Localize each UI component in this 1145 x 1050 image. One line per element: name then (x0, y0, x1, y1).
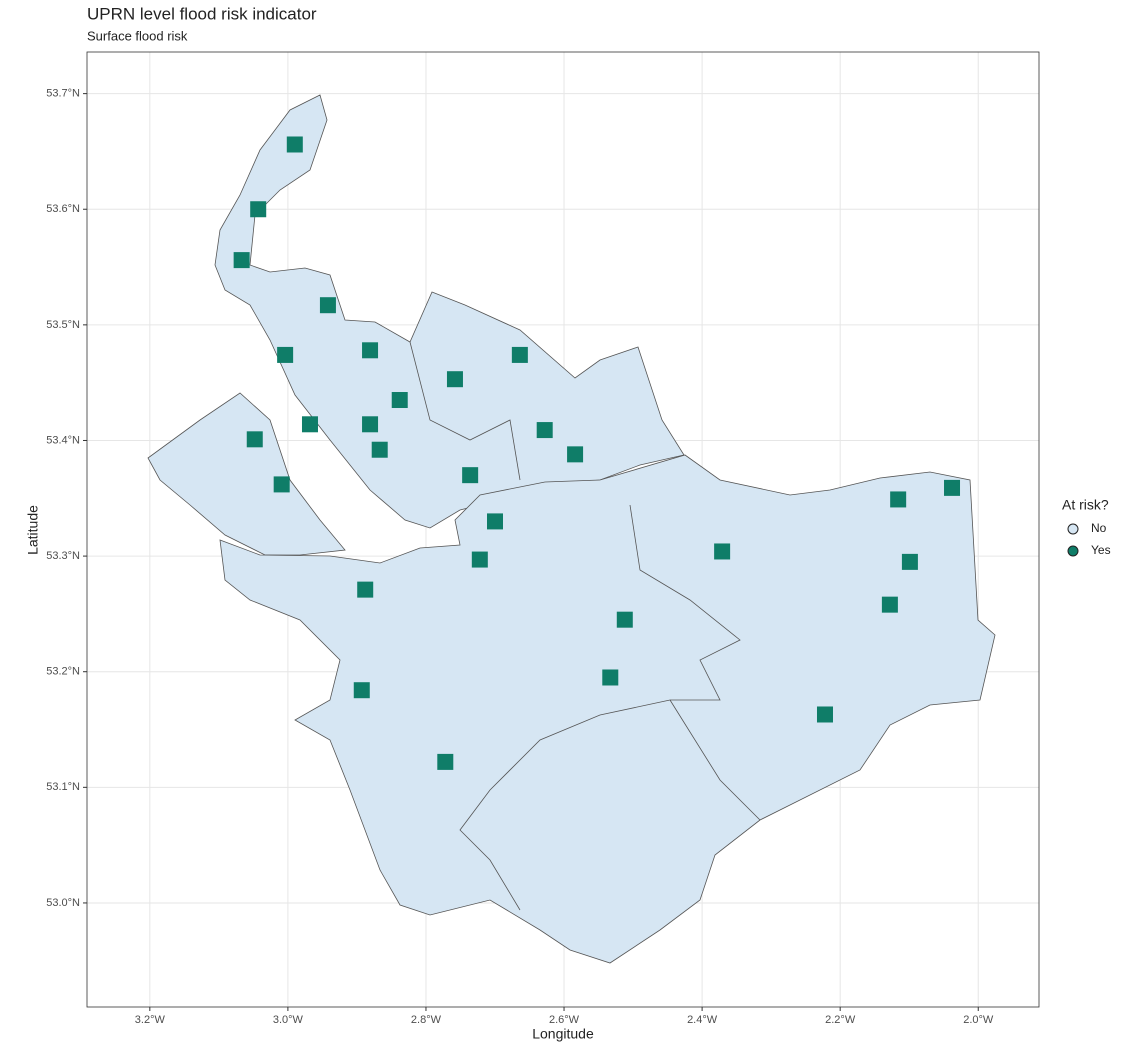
at-risk-area (487, 513, 503, 530)
at-risk-area (357, 581, 374, 598)
x-tick-label: 2.8°W (411, 1014, 442, 1026)
at-risk-area (391, 392, 408, 409)
y-tick-label: 53.2°N (46, 666, 80, 678)
at-risk-area (816, 706, 833, 723)
region-south (219, 454, 996, 964)
x-tick-label: 2.0°W (963, 1014, 994, 1026)
at-risk-area (901, 553, 918, 570)
at-risk-area (362, 416, 379, 433)
at-risk-area (250, 201, 267, 218)
region-north (214, 94, 685, 529)
at-risk-area (246, 431, 263, 448)
at-risk-area (319, 297, 336, 314)
at-risk-area (462, 467, 479, 484)
at-risk-area (353, 682, 370, 699)
at-risk-area (567, 446, 584, 463)
at-risk-area (362, 342, 379, 359)
at-risk-area (536, 422, 553, 439)
y-tick-label: 53.4°N (46, 434, 80, 446)
at-risk-area (371, 441, 388, 458)
at-risk-area (511, 346, 528, 363)
boundary (409, 341, 521, 481)
at-risk-area (437, 753, 454, 770)
x-tick-label: 2.6°W (549, 1014, 580, 1026)
chart-subtitle: Surface flood risk (87, 28, 188, 43)
legend-label: Yes (1091, 543, 1111, 557)
y-tick-label: 53.1°N (46, 781, 80, 793)
legend-key (1067, 523, 1079, 535)
y-tick-label: 53.6°N (46, 203, 80, 215)
at-risk-area (616, 611, 633, 628)
y-tick-label: 53.0°N (46, 897, 80, 909)
legend-key (1067, 545, 1079, 557)
x-tick-label: 2.2°W (825, 1014, 856, 1026)
region-wirral (147, 392, 346, 556)
x-axis-label: Longitude (532, 1026, 594, 1042)
at-risk-area (233, 252, 250, 269)
at-risk-area (881, 596, 898, 613)
x-tick-label: 2.4°W (687, 1014, 718, 1026)
map-regions (147, 94, 996, 964)
at-risk-area (277, 346, 294, 363)
x-tick-label: 3.0°W (273, 1014, 304, 1026)
y-tick-label: 53.5°N (46, 319, 80, 331)
chart-title: UPRN level flood risk indicator (87, 4, 317, 23)
at-risk-area (273, 476, 290, 493)
y-tick-label: 53.7°N (46, 88, 80, 100)
y-tick-label: 53.3°N (46, 550, 80, 562)
at-risk-area (286, 136, 303, 153)
x-tick-label: 3.2°W (135, 1014, 166, 1026)
at-risk-area (471, 551, 488, 568)
legend-label: No (1091, 521, 1107, 535)
at-risk-area (890, 491, 907, 508)
legend-title: At risk? (1062, 497, 1109, 513)
at-risk-area (944, 479, 961, 496)
at-risk-area (602, 669, 619, 686)
y-axis-label: Latitude (25, 505, 41, 555)
at-risk-area (301, 416, 318, 433)
at-risk-area (446, 371, 463, 388)
boundary (669, 699, 761, 821)
at-risk-area (714, 543, 731, 560)
panel-border (86, 51, 1040, 1008)
